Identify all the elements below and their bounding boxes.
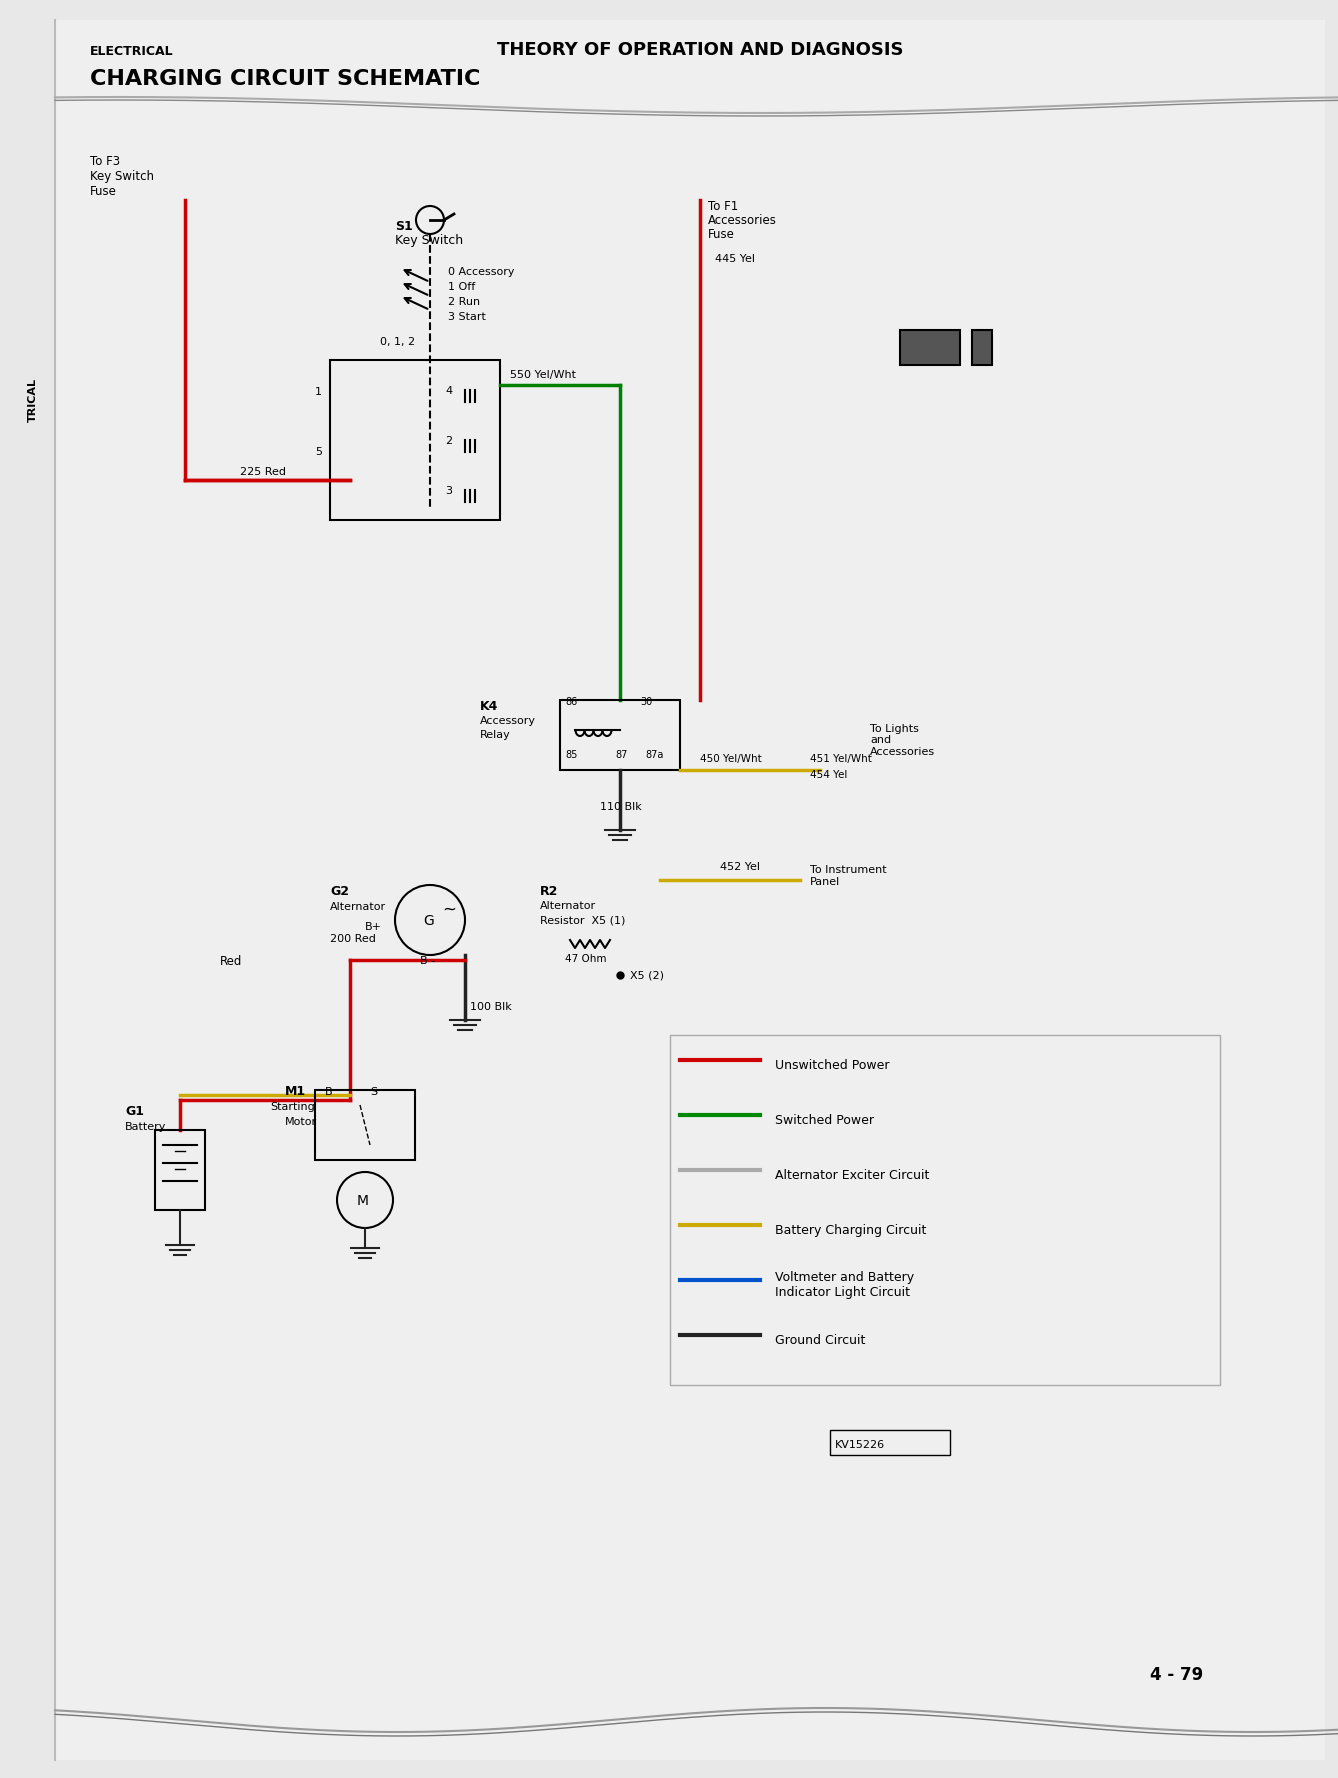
Text: 450 Yel/Wht: 450 Yel/Wht: [700, 754, 761, 765]
Bar: [561, 701, 680, 770]
Text: Alternator: Alternator: [330, 901, 387, 912]
Text: To Instrument
Panel: To Instrument Panel: [809, 866, 887, 887]
Text: Key Switch: Key Switch: [395, 235, 463, 247]
Text: KV15226: KV15226: [835, 1440, 886, 1451]
Text: 2 Run: 2 Run: [448, 297, 480, 308]
Text: 30: 30: [640, 697, 652, 708]
Text: 4 - 79: 4 - 79: [1149, 1666, 1203, 1684]
Text: Ground Circuit: Ground Circuit: [775, 1334, 866, 1346]
Text: 200 Red: 200 Red: [330, 933, 376, 944]
Text: 0 Accessory: 0 Accessory: [448, 267, 515, 277]
Text: 85: 85: [565, 750, 578, 759]
Text: CHARGING CIRCUIT SCHEMATIC: CHARGING CIRCUIT SCHEMATIC: [90, 69, 480, 89]
Text: 225 Red: 225 Red: [240, 468, 286, 477]
Text: M1: M1: [285, 1085, 306, 1099]
Text: Red: Red: [219, 955, 242, 967]
Text: 86: 86: [565, 697, 577, 708]
Text: 87: 87: [615, 750, 628, 759]
Text: Accessories: Accessories: [708, 213, 777, 228]
Text: ~: ~: [442, 901, 456, 919]
Text: THEORY OF OPERATION AND DIAGNOSIS: THEORY OF OPERATION AND DIAGNOSIS: [496, 41, 903, 59]
Text: Battery Charging Circuit: Battery Charging Circuit: [775, 1223, 926, 1236]
Text: 3: 3: [446, 485, 452, 496]
Text: 454 Yel: 454 Yel: [809, 770, 847, 781]
Text: 87a: 87a: [645, 750, 664, 759]
Text: 3 Start: 3 Start: [448, 311, 486, 322]
Text: 4: 4: [446, 386, 452, 396]
Text: 110 Blk: 110 Blk: [599, 802, 642, 813]
Text: Resistor  X5 (1): Resistor X5 (1): [541, 916, 625, 925]
Text: G1: G1: [124, 1104, 145, 1118]
Text: 445 Yel: 445 Yel: [714, 254, 755, 263]
Text: S: S: [371, 1086, 377, 1097]
Bar: [330, 359, 500, 519]
Bar: [900, 331, 959, 364]
Text: 100 Blk: 100 Blk: [470, 1003, 511, 1012]
Text: M: M: [357, 1195, 369, 1207]
Text: Battery: Battery: [124, 1122, 166, 1133]
Text: To Lights
and
Accessories: To Lights and Accessories: [870, 724, 935, 757]
Text: 452 Yel: 452 Yel: [720, 862, 760, 871]
Text: ELECTRICAL: ELECTRICAL: [90, 44, 174, 59]
Text: 47 Ohm: 47 Ohm: [565, 955, 606, 964]
Text: B: B: [325, 1086, 333, 1097]
Text: 2: 2: [446, 436, 452, 446]
Text: TRICAL: TRICAL: [28, 379, 37, 421]
Text: 1 Off: 1 Off: [448, 283, 475, 292]
Text: Starting: Starting: [270, 1102, 314, 1111]
Bar: [830, 1430, 950, 1454]
Text: Switched Power: Switched Power: [775, 1113, 874, 1127]
Text: G: G: [423, 914, 434, 928]
Text: Fuse: Fuse: [708, 228, 735, 242]
Text: R2: R2: [541, 885, 558, 898]
Text: X5 (2): X5 (2): [630, 971, 664, 980]
Bar: [670, 1035, 1220, 1385]
Text: 5: 5: [314, 446, 322, 457]
Text: Accessory: Accessory: [480, 717, 537, 725]
Text: 1: 1: [314, 388, 322, 396]
Text: Unswitched Power: Unswitched Power: [775, 1058, 890, 1072]
Text: 550 Yel/Wht: 550 Yel/Wht: [510, 370, 575, 380]
Text: Motor: Motor: [285, 1117, 317, 1127]
Text: Voltmeter and Battery
Indicator Light Circuit: Voltmeter and Battery Indicator Light Ci…: [775, 1271, 914, 1300]
Text: B -: B -: [420, 957, 435, 965]
Bar: [971, 331, 991, 364]
Text: Relay: Relay: [480, 731, 511, 740]
Text: To F1: To F1: [708, 199, 739, 213]
Text: Alternator: Alternator: [541, 901, 597, 910]
Text: K4: K4: [480, 701, 498, 713]
Bar: [155, 1131, 205, 1211]
Bar: [314, 1090, 415, 1159]
Text: 0, 1, 2: 0, 1, 2: [380, 338, 415, 347]
Text: S1: S1: [395, 220, 412, 233]
Text: B+: B+: [365, 923, 383, 932]
Text: To F3
Key Switch
Fuse: To F3 Key Switch Fuse: [90, 155, 154, 197]
Text: 451 Yel/Wht: 451 Yel/Wht: [809, 754, 872, 765]
Text: G2: G2: [330, 885, 349, 898]
Text: Alternator Exciter Circuit: Alternator Exciter Circuit: [775, 1168, 930, 1182]
